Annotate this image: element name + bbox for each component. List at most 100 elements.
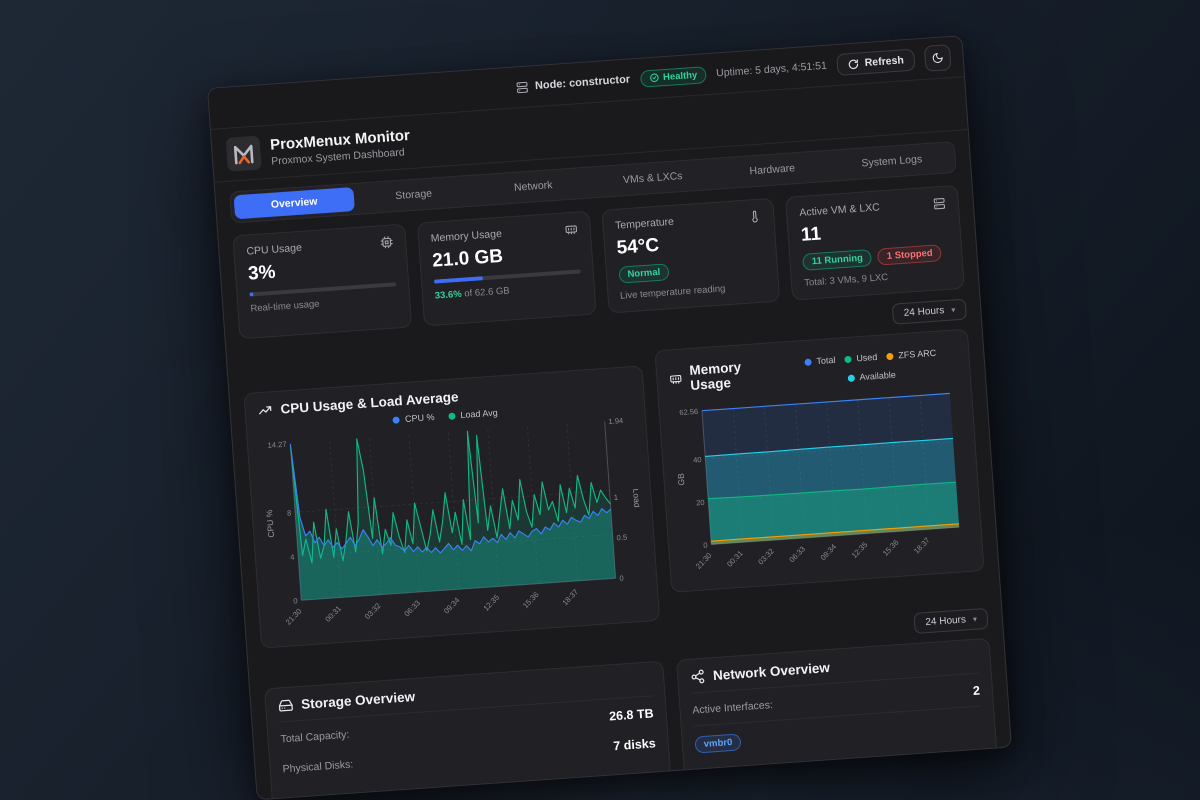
storage-overview-card: Storage Overview Total Capacity: 26.8 TB…	[264, 660, 675, 800]
tab-hardware[interactable]: Hardware	[749, 162, 796, 178]
top-status-bar: Node: constructor Healthy Uptime: 5 days…	[208, 36, 965, 130]
svg-text:GB: GB	[675, 473, 686, 486]
svg-text:03:32: 03:32	[756, 547, 776, 567]
memory-card-title: Memory Usage	[430, 227, 503, 245]
svg-text:18:37: 18:37	[560, 587, 580, 607]
svg-text:40: 40	[693, 455, 702, 465]
legend-label: Available	[859, 369, 897, 383]
tab-vms-lxcs[interactable]: VMs & LXCs	[622, 170, 683, 187]
tab-network[interactable]: Network	[513, 179, 553, 194]
memory-chart-title: Memory Usage	[688, 358, 742, 393]
refresh-icon	[848, 58, 858, 69]
network-nodes-icon	[691, 669, 705, 683]
network-overview-card: Network Overview Active Interfaces: 2 vm…	[675, 637, 1002, 800]
proxmenux-logo-icon	[233, 144, 254, 165]
svg-text:09:34: 09:34	[818, 542, 838, 562]
charts-row: CPU Usage & Load Average CPU % Load Avg …	[242, 328, 986, 649]
svg-text:06:33: 06:33	[402, 598, 422, 618]
memory-caption: 33.6% of 62.6 GB	[434, 280, 581, 301]
memory-percent-text: 33.6%	[434, 288, 463, 302]
check-circle-icon	[649, 73, 659, 83]
legend-item-load: Load Avg	[448, 408, 498, 421]
tab-storage[interactable]: Storage	[394, 187, 433, 203]
theme-toggle-button[interactable]	[923, 44, 952, 72]
legend-dot	[448, 411, 456, 420]
time-range-select-bottom[interactable]: 24 Hours ▾	[913, 607, 989, 634]
svg-text:12:35: 12:35	[481, 593, 501, 613]
legend-dot	[392, 415, 401, 424]
memory-ram-icon	[669, 374, 682, 384]
network-interface-badge: vmbr0	[694, 732, 742, 754]
temperature-caption: Live temperature reading	[619, 283, 726, 302]
dashboard-window: Node: constructor Healthy Uptime: 5 days…	[207, 35, 1012, 800]
vm-stopped-badge: 1 Stopped	[877, 244, 943, 266]
cpu-usage-card: CPU Usage 3% Real-time usage	[232, 223, 412, 340]
svg-text:Load: Load	[631, 488, 642, 508]
svg-text:0.5: 0.5	[616, 533, 627, 543]
svg-text:62.56: 62.56	[679, 407, 698, 417]
temperature-card: Temperature 54°C Normal Live temperature…	[600, 197, 781, 314]
svg-text:8: 8	[287, 508, 292, 517]
chevron-down-icon: ▾	[972, 614, 978, 624]
legend-item-cpu: CPU %	[392, 411, 435, 425]
node-label: Node: constructor	[534, 73, 631, 93]
overview-cards-row: Storage Overview Total Capacity: 26.8 TB…	[264, 637, 1002, 800]
memory-chart-legend: Total Used ZFS ARC Available	[784, 346, 958, 387]
cpu-load-chart: 21:30 00:31 03:32 06:33 09:34 12:35 15:36 18:37…	[264, 416, 642, 627]
health-badge: Healthy	[639, 65, 707, 88]
svg-text:0: 0	[619, 574, 624, 583]
refresh-button[interactable]: Refresh	[836, 48, 916, 76]
tab-overview[interactable]: Overview	[233, 187, 355, 220]
svg-text:18:37: 18:37	[912, 536, 932, 556]
active-vm-lxc-card: Active VM & LXC 11 11 Running 1 Stopped …	[785, 184, 965, 301]
server-icon	[516, 81, 529, 93]
time-range-select-top[interactable]: 24 Hours ▾	[892, 298, 968, 325]
legend-dot	[804, 358, 812, 366]
cpu-load-chart-card: CPU Usage & Load Average CPU % Load Avg …	[243, 365, 661, 649]
app-title-block: ProxMenux Monitor Proxmox System Dashboa…	[270, 126, 412, 167]
refresh-label: Refresh	[864, 54, 905, 70]
hard-drive-icon	[278, 699, 293, 712]
moon-icon	[932, 52, 943, 63]
svg-text:4: 4	[290, 552, 295, 561]
storage-capacity-label: Total Capacity:	[280, 728, 350, 746]
cpu-chip-icon	[380, 236, 393, 249]
svg-text:09:34: 09:34	[442, 596, 462, 616]
svg-text:14.27: 14.27	[267, 440, 287, 450]
svg-text:21:30: 21:30	[284, 607, 304, 627]
chevron-down-icon: ▾	[950, 305, 956, 315]
health-badge-label: Healthy	[662, 69, 698, 83]
tab-system-logs[interactable]: System Logs	[861, 153, 923, 170]
storage-capacity-value: 26.8 TB	[608, 706, 655, 724]
storage-disks-label: Physical Disks:	[282, 758, 354, 776]
legend-label: Total	[816, 354, 836, 367]
dashboard-content: CPU Usage 3% Real-time usage Memory Usag…	[218, 172, 1012, 800]
legend-item-available: Available	[847, 370, 896, 383]
storage-card-title: Storage Overview	[300, 688, 416, 712]
temperature-status-badge: Normal	[617, 263, 670, 284]
uptime-text: Uptime: 5 days, 4:51:51	[715, 59, 828, 80]
svg-text:15:36: 15:36	[521, 590, 541, 610]
network-interfaces-value: 2	[972, 683, 981, 698]
thermometer-icon	[752, 210, 758, 223]
legend-label: Load Avg	[460, 407, 499, 421]
app-header: ProxMenux Monitor Proxmox System Dashboa…	[210, 77, 968, 183]
svg-text:0: 0	[293, 596, 298, 605]
cpu-caption: Real-time usage	[250, 298, 320, 315]
svg-text:12:35: 12:35	[850, 540, 870, 560]
legend-item-total: Total	[804, 355, 836, 367]
storage-disks-value: 7 disks	[612, 735, 657, 753]
svg-text:06:33: 06:33	[787, 544, 807, 564]
vm-card-title: Active VM & LXC	[798, 201, 881, 219]
svg-text:15:36: 15:36	[881, 538, 901, 558]
svg-text:03:32: 03:32	[363, 601, 383, 621]
memory-chart: 21:30 00:31 03:32 06:33 09:34 12:35 15:36 18:37…	[675, 392, 960, 571]
legend-label: CPU %	[404, 411, 435, 424]
svg-text:1.94: 1.94	[608, 416, 623, 426]
vm-caption: Total: 3 VMs, 9 LXC	[803, 271, 889, 289]
legend-dot	[847, 374, 855, 382]
legend-dot	[844, 355, 852, 363]
node-indicator: Node: constructor	[516, 73, 631, 94]
memory-chart-card: Memory Usage Total Used ZFS ARC Availabl…	[654, 328, 985, 593]
temperature-card-title: Temperature	[614, 215, 675, 232]
